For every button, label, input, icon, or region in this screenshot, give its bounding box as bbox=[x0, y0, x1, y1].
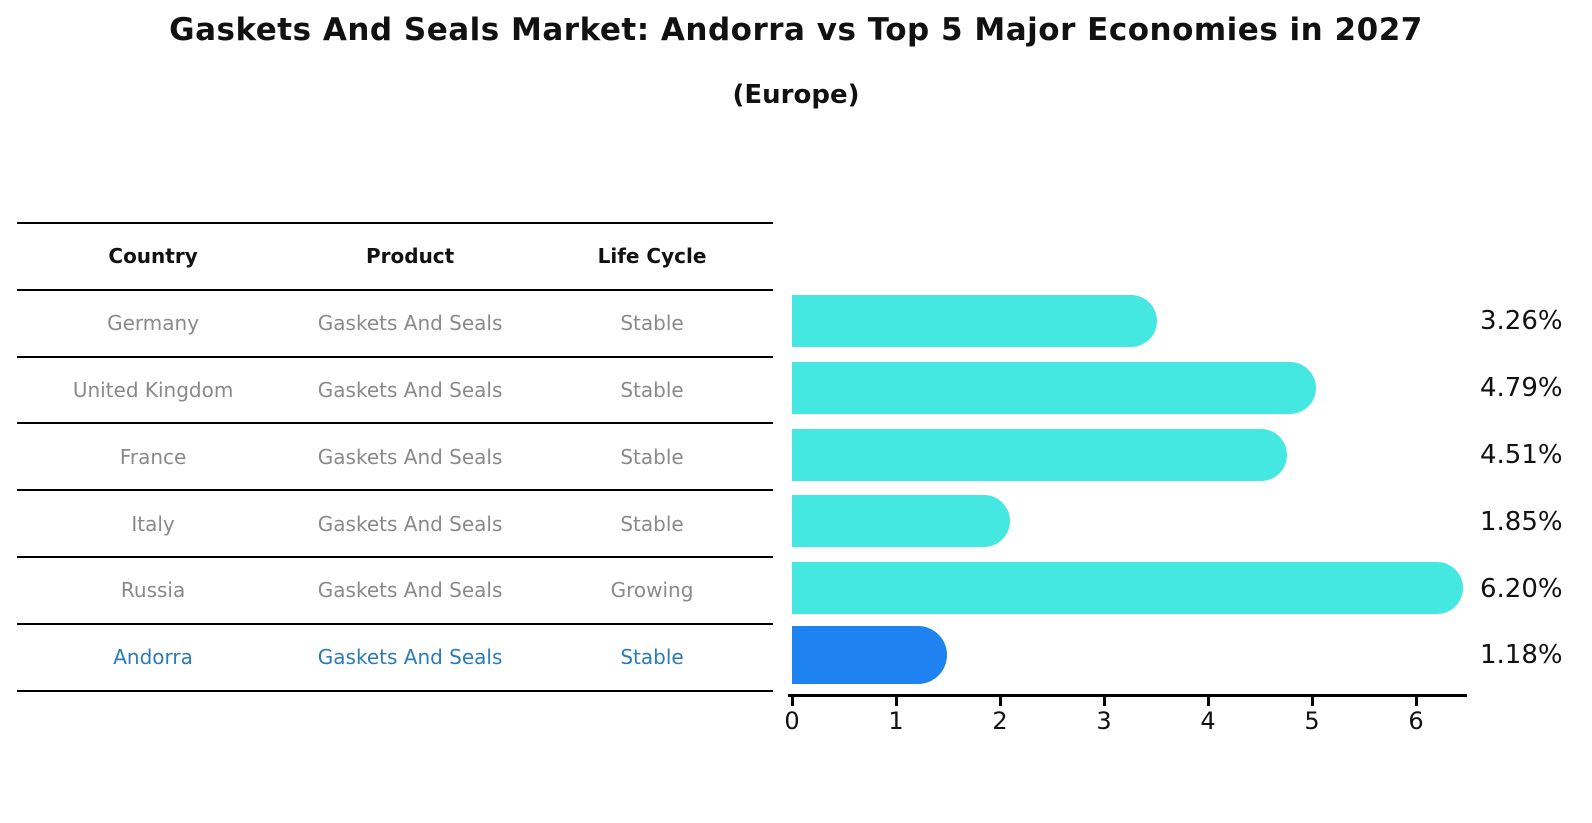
bar bbox=[792, 562, 1463, 615]
page-title: Gaskets And Seals Market: Andorra vs Top… bbox=[169, 12, 1423, 48]
cell-product: Gaskets And Seals bbox=[317, 645, 503, 670]
bar-chart-row: 4.51% bbox=[792, 422, 1592, 489]
cell-life-cycle: Growing bbox=[610, 578, 694, 603]
x-axis-tick-label: 4 bbox=[1200, 707, 1216, 735]
bar-value-label: 1.18% bbox=[1480, 640, 1563, 671]
cell-country: France bbox=[119, 444, 187, 469]
bar-value-label: 1.85% bbox=[1480, 506, 1563, 537]
x-axis-tick bbox=[1414, 697, 1418, 706]
table-row: Italy Gaskets And Seals Stable bbox=[17, 489, 773, 556]
table-row: Russia Gaskets And Seals Growing bbox=[17, 555, 773, 623]
x-axis-tick bbox=[790, 697, 794, 706]
cell-life-cycle: Stable bbox=[620, 511, 684, 536]
column-header-life-cycle: Life Cycle bbox=[597, 244, 707, 269]
bar-chart-row: 3.26% bbox=[792, 288, 1592, 355]
cell-life-cycle: Stable bbox=[620, 645, 684, 670]
bar bbox=[792, 428, 1288, 481]
cell-product: Gaskets And Seals bbox=[317, 444, 503, 469]
bar bbox=[792, 361, 1317, 414]
cell-country: Germany bbox=[107, 311, 200, 336]
x-axis-tick-label: 2 bbox=[992, 707, 1008, 735]
cell-country: Andorra bbox=[113, 645, 193, 670]
page-subtitle: (Europe) bbox=[732, 80, 860, 110]
column-header-country: Country bbox=[108, 244, 198, 269]
bar bbox=[792, 625, 947, 684]
x-axis-tick bbox=[1102, 697, 1106, 706]
cell-country: Russia bbox=[120, 578, 186, 603]
bar-value-label: 4.79% bbox=[1480, 373, 1563, 404]
bar-chart-row: 4.79% bbox=[792, 355, 1592, 422]
bar bbox=[792, 495, 1011, 548]
cell-life-cycle: Stable bbox=[620, 444, 684, 469]
x-axis-tick-label: 6 bbox=[1408, 707, 1424, 735]
column-header-product: Product bbox=[365, 244, 455, 269]
x-axis-tick-label: 1 bbox=[888, 707, 904, 735]
table-row: Germany Gaskets And Seals Stable bbox=[17, 288, 773, 356]
cell-product: Gaskets And Seals bbox=[317, 311, 503, 336]
table-row: France Gaskets And Seals Stable bbox=[17, 422, 773, 489]
bar-value-label: 3.26% bbox=[1480, 306, 1563, 337]
table-row: United Kingdom Gaskets And Seals Stable bbox=[17, 355, 773, 423]
bar-value-label: 6.20% bbox=[1480, 573, 1563, 604]
cell-product: Gaskets And Seals bbox=[317, 511, 503, 536]
x-axis-tick-label: 5 bbox=[1304, 707, 1320, 735]
table-row: Andorra Gaskets And Seals Stable bbox=[17, 622, 773, 690]
x-axis-tick bbox=[998, 697, 1002, 706]
bar-chart-row: 6.20% bbox=[792, 555, 1592, 622]
data-table: Country Product Life Cycle Germany Gaske… bbox=[17, 222, 773, 692]
x-axis-tick bbox=[1206, 697, 1210, 706]
cell-life-cycle: Stable bbox=[620, 311, 684, 336]
bar bbox=[792, 295, 1158, 347]
cell-country: Italy bbox=[131, 511, 175, 536]
x-axis-tick bbox=[894, 697, 898, 706]
bar-chart: 3.26% 4.79% 4.51% 1.85% 6.20% 1.18% bbox=[792, 288, 1592, 689]
bar-chart-row: 1.85% bbox=[792, 488, 1592, 555]
bar-chart-row: 1.18% bbox=[792, 622, 1592, 689]
cell-product: Gaskets And Seals bbox=[317, 578, 503, 603]
cell-country: United Kingdom bbox=[72, 377, 234, 402]
x-axis-tick-label: 3 bbox=[1096, 707, 1112, 735]
x-axis-tick bbox=[1310, 697, 1314, 706]
x-axis-tick-label: 0 bbox=[784, 707, 800, 735]
cell-life-cycle: Stable bbox=[620, 377, 684, 402]
x-axis bbox=[788, 694, 1467, 697]
cell-product: Gaskets And Seals bbox=[317, 377, 503, 402]
table-header-row: Country Product Life Cycle bbox=[17, 222, 773, 289]
bar-value-label: 4.51% bbox=[1480, 439, 1563, 470]
